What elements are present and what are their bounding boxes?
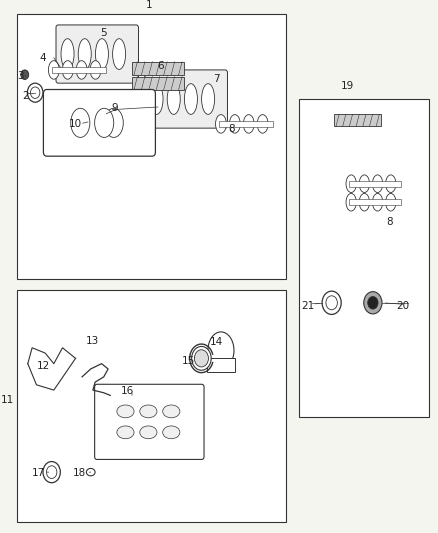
FancyBboxPatch shape [145,70,227,128]
Ellipse shape [201,84,215,115]
Ellipse shape [49,61,59,79]
Ellipse shape [117,405,134,418]
Ellipse shape [364,292,382,314]
Bar [219,121,273,127]
Ellipse shape [71,108,90,138]
FancyBboxPatch shape [43,90,155,156]
Ellipse shape [162,426,180,439]
Ellipse shape [192,346,211,370]
Ellipse shape [140,405,157,418]
Ellipse shape [162,405,180,418]
Text: 8: 8 [386,216,392,227]
Ellipse shape [194,350,208,367]
Ellipse shape [140,426,157,439]
Text: 3: 3 [17,71,24,81]
Text: 7: 7 [213,74,220,84]
Ellipse shape [346,193,357,211]
Ellipse shape [62,61,73,79]
Text: 16: 16 [121,386,134,396]
Ellipse shape [385,175,396,192]
Ellipse shape [167,84,180,115]
Text: 8: 8 [229,124,235,134]
Ellipse shape [230,115,240,133]
Text: 2: 2 [22,91,29,101]
Ellipse shape [90,61,101,79]
Text: 11: 11 [1,394,14,405]
Bar [349,199,401,205]
Bar [334,114,381,126]
Ellipse shape [76,61,87,79]
Ellipse shape [385,193,396,211]
FancyBboxPatch shape [56,25,138,83]
Text: 19: 19 [341,81,354,91]
Text: 15: 15 [182,356,195,366]
Ellipse shape [367,296,378,309]
Bar [349,181,401,187]
Text: 18: 18 [73,468,86,478]
Text: 9: 9 [111,103,118,113]
Ellipse shape [113,39,126,69]
Text: 13: 13 [86,336,99,346]
Text: 21: 21 [301,302,314,311]
Text: 14: 14 [210,337,223,348]
Ellipse shape [43,462,60,483]
Ellipse shape [46,466,57,479]
Text: 10: 10 [69,119,82,129]
Ellipse shape [150,84,163,115]
Ellipse shape [117,426,134,439]
Ellipse shape [215,115,226,133]
Bar [17,289,286,522]
Ellipse shape [326,296,337,310]
Bar [132,77,184,90]
Text: 20: 20 [397,302,410,311]
Bar [52,67,106,73]
Ellipse shape [208,332,234,369]
Text: 1: 1 [146,1,152,10]
Bar [17,14,286,279]
Ellipse shape [322,291,341,314]
FancyBboxPatch shape [95,384,204,459]
Text: 4: 4 [40,53,46,63]
Ellipse shape [372,175,383,192]
Ellipse shape [78,39,91,69]
Text: 6: 6 [157,61,163,71]
Ellipse shape [21,70,28,79]
Bar [299,99,429,417]
Bar [132,62,184,75]
Ellipse shape [104,108,123,138]
Ellipse shape [86,469,95,476]
Ellipse shape [359,175,370,192]
Text: 17: 17 [32,468,45,478]
Ellipse shape [95,39,109,69]
Ellipse shape [372,193,383,211]
Bar [207,358,235,372]
Text: 12: 12 [36,361,49,372]
Ellipse shape [346,175,357,192]
Ellipse shape [27,83,43,102]
Ellipse shape [61,39,74,69]
Ellipse shape [244,115,254,133]
Ellipse shape [95,108,114,138]
Ellipse shape [31,87,40,99]
Text: 5: 5 [100,28,107,38]
Ellipse shape [184,84,198,115]
Ellipse shape [359,193,370,211]
Ellipse shape [257,115,268,133]
